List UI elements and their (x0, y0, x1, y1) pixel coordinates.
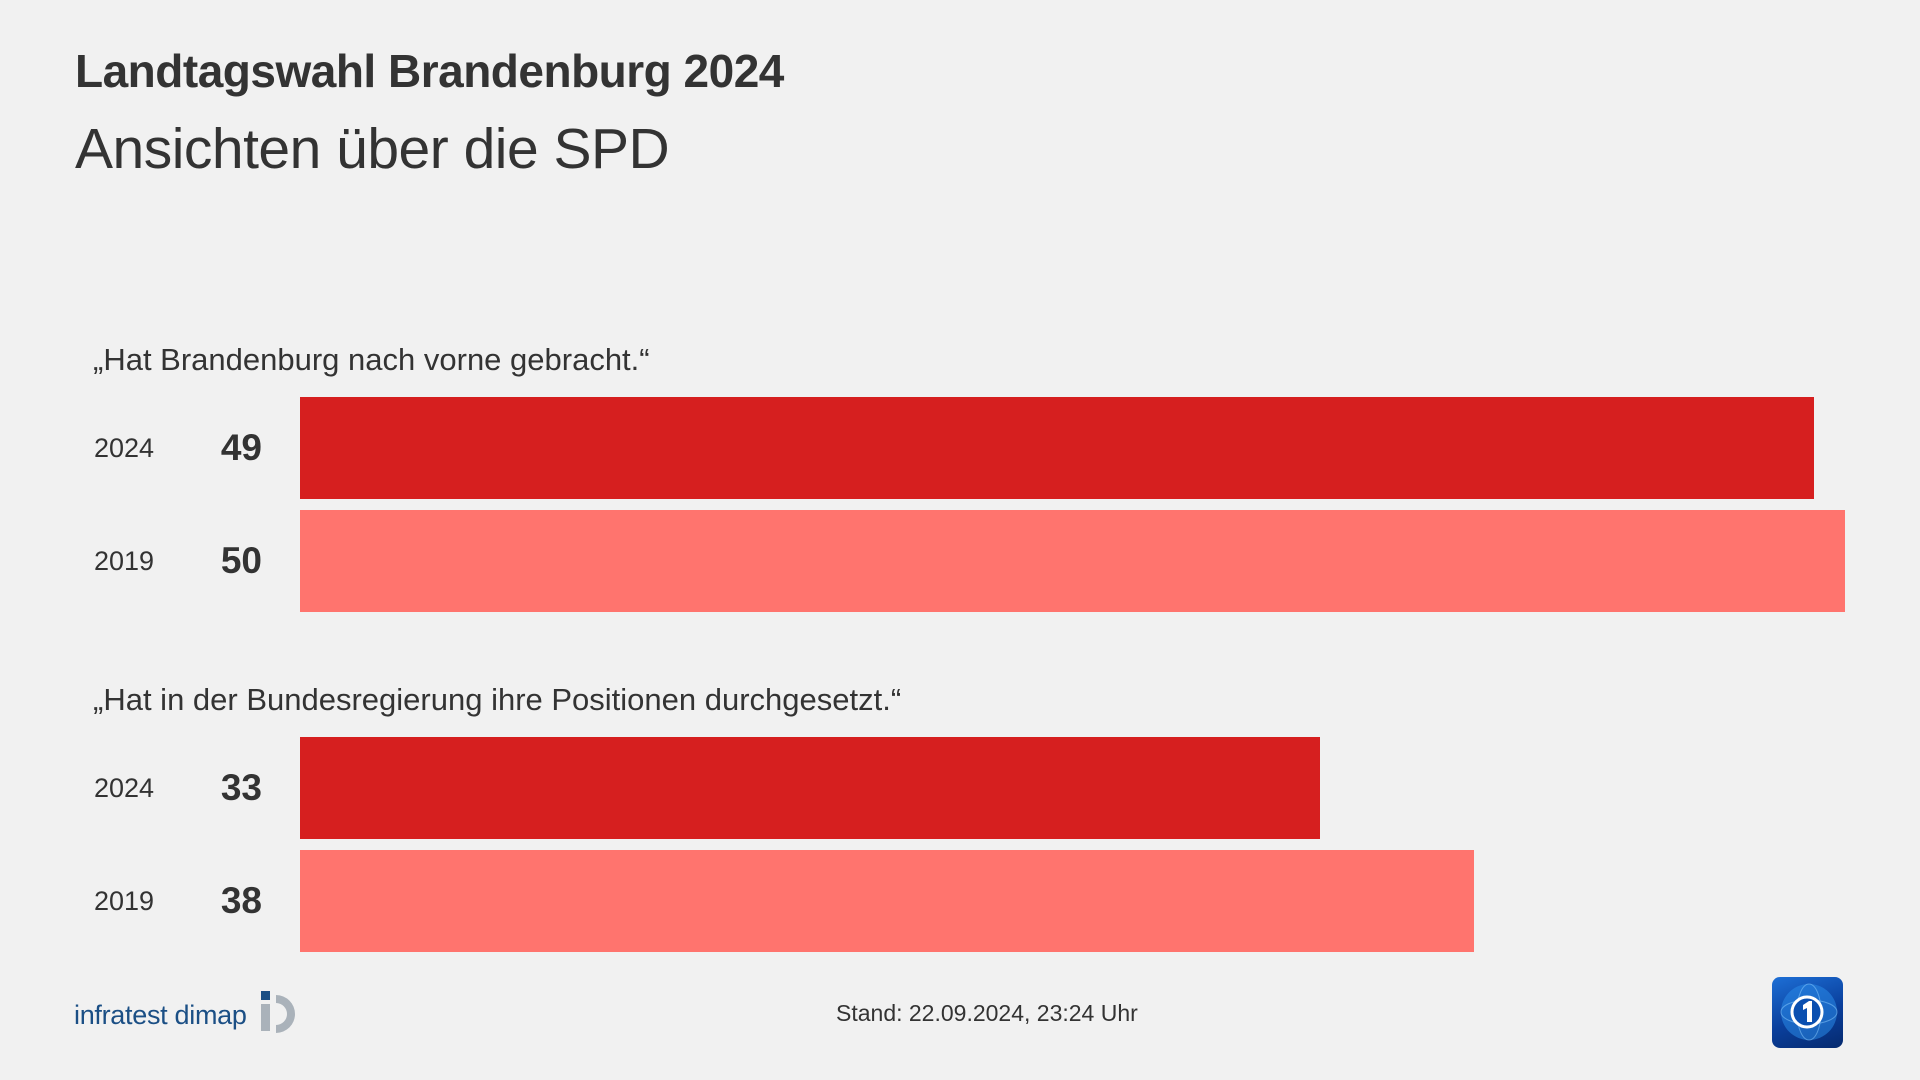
year-label: 2024 (94, 433, 155, 463)
bar-row-2019: 2019 38 (0, 850, 1920, 952)
timestamp: Stand: 22.09.2024, 23:24 Uhr (836, 1000, 1138, 1026)
chart-subtitle: Ansichten über die SPD (75, 117, 670, 181)
year-label: 2019 (94, 546, 155, 576)
brand-text: infratest dimap (74, 999, 247, 1030)
infratest-dimap-logo-icon (257, 989, 305, 1042)
value-label: 38 (220, 880, 262, 921)
value-label: 50 (220, 540, 262, 581)
bar-2019 (300, 510, 1845, 612)
bar-row-2019: 2019 50 (0, 510, 1920, 612)
value-label: 49 (220, 427, 262, 468)
bar-row-2024: 2024 49 (0, 397, 1920, 499)
infratest-dimap-logo: infratest dimap (74, 990, 305, 1040)
year-label: 2019 (94, 886, 155, 916)
question-label: „Hat Brandenburg nach vorne gebracht.“ (93, 342, 650, 377)
chart-title: Landtagswahl Brandenburg 2024 (75, 45, 784, 97)
tagesschau-logo-icon (1772, 977, 1843, 1048)
value-label: 33 (220, 767, 262, 808)
bar-row-2024: 2024 33 (0, 737, 1920, 839)
bar-2024 (300, 737, 1320, 839)
bar-2019 (300, 850, 1474, 952)
bar-2024 (300, 397, 1814, 499)
question-label: „Hat in der Bundesregierung ihre Positio… (93, 682, 902, 717)
year-label: 2024 (94, 773, 155, 803)
